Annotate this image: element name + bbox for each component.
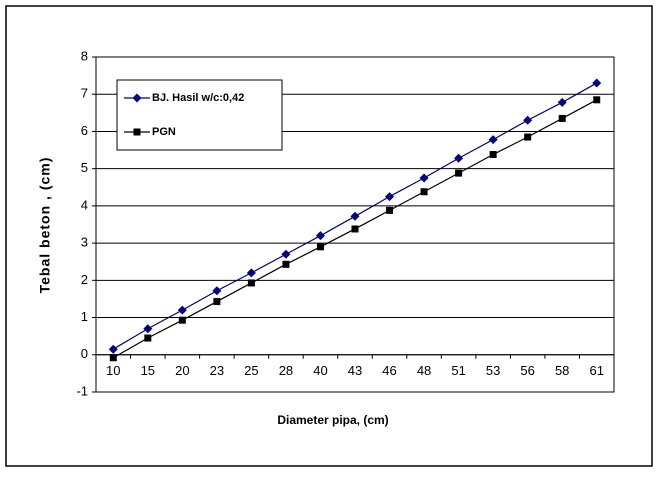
y-tick-label: 1	[81, 309, 88, 324]
x-tick-label: 10	[106, 363, 120, 378]
x-tick-label: 58	[555, 363, 569, 378]
x-tick-label: 56	[520, 363, 534, 378]
legend-box	[116, 79, 283, 151]
marker	[177, 305, 187, 315]
marker	[420, 188, 428, 196]
x-tick-label: 51	[451, 363, 465, 378]
y-tick-label: -1	[76, 383, 88, 398]
marker	[351, 225, 359, 233]
marker	[108, 344, 118, 354]
x-tick-label: 15	[141, 363, 155, 378]
x-tick-label: 20	[175, 363, 189, 378]
y-tick-label: 2	[81, 272, 88, 287]
y-tick-label: 3	[81, 235, 88, 250]
legend: BJ. Hasil w/c:0,42 PGN	[116, 79, 283, 151]
x-axis-title: Diameter pipa, (cm)	[277, 413, 388, 427]
marker	[454, 153, 464, 163]
marker	[246, 268, 256, 278]
marker	[109, 354, 117, 362]
marker	[386, 206, 394, 214]
x-tick-label: 48	[417, 363, 431, 378]
x-tick-label: 28	[279, 363, 293, 378]
marker	[282, 260, 290, 268]
marker	[316, 243, 324, 251]
y-tick-label: 0	[81, 346, 88, 361]
x-tick-label: 25	[244, 363, 258, 378]
marker	[213, 298, 221, 306]
x-tick-label: 53	[486, 363, 500, 378]
marker	[144, 334, 152, 342]
marker	[489, 151, 497, 159]
marker	[247, 279, 255, 287]
legend-label: PGN	[152, 126, 176, 138]
marker	[488, 135, 498, 145]
marker	[419, 173, 429, 183]
marker	[212, 286, 222, 296]
marker	[350, 211, 360, 221]
marker	[557, 97, 567, 107]
legend-marker	[133, 128, 141, 136]
marker	[143, 324, 153, 334]
marker	[315, 231, 325, 241]
x-tick-label: 40	[313, 363, 327, 378]
x-tick-label: 46	[382, 363, 396, 378]
marker	[455, 169, 463, 177]
marker	[385, 192, 395, 202]
y-tick-label: 4	[81, 197, 88, 212]
marker	[523, 115, 533, 125]
legend-marker	[132, 93, 142, 103]
y-tick-label: 6	[81, 123, 88, 138]
y-tick-label: 7	[81, 86, 88, 101]
y-axis-title: Tebal beton , (cm)	[37, 157, 53, 294]
marker	[281, 249, 291, 259]
marker	[592, 78, 602, 88]
x-tick-label: 43	[348, 363, 362, 378]
y-tick-label: 5	[81, 160, 88, 175]
y-tick-label: 8	[81, 48, 88, 63]
marker	[178, 316, 186, 324]
marker	[524, 133, 532, 141]
plot-area	[95, 56, 615, 393]
x-tick-label: 23	[210, 363, 224, 378]
marker	[593, 96, 601, 104]
x-tick-label: 61	[589, 363, 603, 378]
chart-frame	[5, 5, 653, 467]
marker	[558, 114, 566, 122]
legend-label: BJ. Hasil w/c:0,42	[152, 92, 244, 104]
